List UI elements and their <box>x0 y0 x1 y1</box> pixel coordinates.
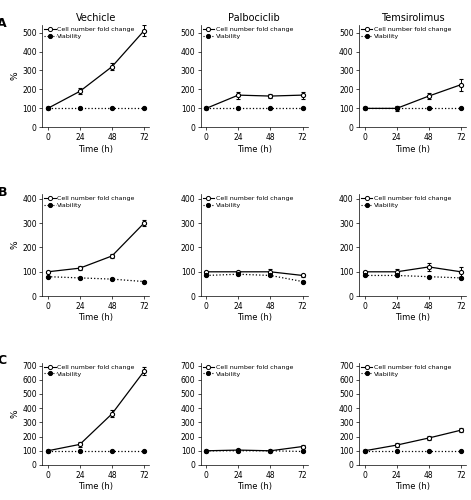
Text: A: A <box>0 17 7 30</box>
Legend: Cell number fold change, Viability: Cell number fold change, Viability <box>202 364 294 377</box>
Title: Vechicle: Vechicle <box>76 13 116 23</box>
Legend: Cell number fold change, Viability: Cell number fold change, Viability <box>360 195 452 208</box>
X-axis label: Time (h): Time (h) <box>237 144 272 154</box>
Text: B: B <box>0 186 7 198</box>
X-axis label: Time (h): Time (h) <box>237 482 272 492</box>
Legend: Cell number fold change, Viability: Cell number fold change, Viability <box>360 364 452 377</box>
Title: Temsirolimus: Temsirolimus <box>381 13 445 23</box>
X-axis label: Time (h): Time (h) <box>395 482 430 492</box>
X-axis label: Time (h): Time (h) <box>237 314 272 322</box>
Legend: Cell number fold change, Viability: Cell number fold change, Viability <box>44 364 135 377</box>
Legend: Cell number fold change, Viability: Cell number fold change, Viability <box>202 195 294 208</box>
Y-axis label: %: % <box>10 240 19 250</box>
Text: C: C <box>0 354 7 368</box>
X-axis label: Time (h): Time (h) <box>78 482 114 492</box>
Y-axis label: %: % <box>10 410 19 418</box>
Y-axis label: %: % <box>10 72 19 80</box>
Legend: Cell number fold change, Viability: Cell number fold change, Viability <box>360 26 452 40</box>
Legend: Cell number fold change, Viability: Cell number fold change, Viability <box>202 26 294 40</box>
X-axis label: Time (h): Time (h) <box>395 144 430 154</box>
Legend: Cell number fold change, Viability: Cell number fold change, Viability <box>44 26 135 40</box>
Legend: Cell number fold change, Viability: Cell number fold change, Viability <box>44 195 135 208</box>
X-axis label: Time (h): Time (h) <box>78 144 114 154</box>
X-axis label: Time (h): Time (h) <box>78 314 114 322</box>
Title: Palbociclib: Palbociclib <box>228 13 280 23</box>
X-axis label: Time (h): Time (h) <box>395 314 430 322</box>
